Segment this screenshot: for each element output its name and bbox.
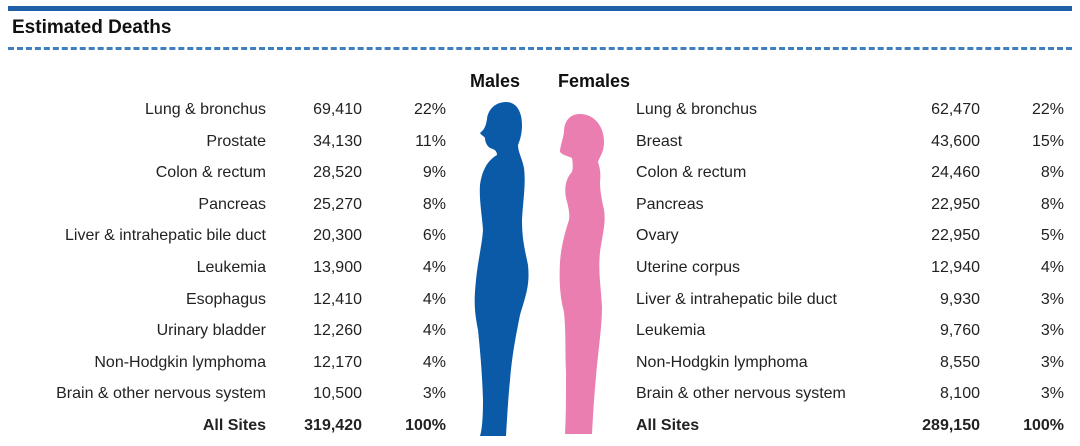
male-site-label: Urinary bladder bbox=[156, 322, 266, 340]
female-death-count: 9,930 bbox=[939, 290, 980, 308]
table-row: Pancreas 25,270 8% Pancreas 22,950 8% bbox=[0, 193, 1080, 217]
male-percent: 4% bbox=[422, 353, 446, 371]
female-site-label: Leukemia bbox=[636, 322, 706, 340]
female-percent: 22% bbox=[1031, 101, 1064, 118]
female-silhouette-icon bbox=[559, 114, 605, 434]
table-row: Colon & rectum 28,520 9% Colon & rectum 24,4… bbox=[0, 161, 1080, 185]
male-percent: 11% bbox=[415, 132, 446, 150]
female-death-count: 62,470 bbox=[931, 101, 980, 118]
female-site-label: Brain & other nervous system bbox=[636, 385, 846, 403]
male-death-count: 25,270 bbox=[313, 195, 362, 213]
male-death-count: 13,900 bbox=[313, 259, 362, 276]
female-site-label: All Sites bbox=[636, 417, 700, 434]
male-site-label: All Sites bbox=[202, 417, 266, 434]
male-site-label: Lung & bronchus bbox=[145, 101, 266, 118]
male-site-label: Brain & other nervous system bbox=[56, 385, 266, 403]
female-site-label: Non-Hodgkin lymphoma bbox=[636, 353, 808, 371]
males-header: Males bbox=[470, 71, 521, 91]
female-death-count: 22,950 bbox=[931, 195, 980, 213]
male-site-label: Liver & intrahepatic bile duct bbox=[65, 227, 266, 245]
female-percent: 4% bbox=[1040, 259, 1064, 276]
male-site-label: Esophagus bbox=[185, 290, 266, 308]
female-death-count: 12,940 bbox=[931, 259, 980, 276]
total-row: All Sites 319,420 100% All Sites 289,150 100% bbox=[0, 414, 1080, 438]
male-percent: 9% bbox=[422, 164, 446, 182]
female-site-label: Breast bbox=[636, 132, 683, 150]
male-site-label: Pancreas bbox=[198, 195, 266, 213]
male-death-count: 10,500 bbox=[313, 385, 362, 403]
female-site-label: Lung & bronchus bbox=[636, 101, 757, 118]
female-death-count: 22,950 bbox=[931, 227, 980, 245]
page-title: Estimated Deaths bbox=[12, 17, 172, 38]
female-site-label: Pancreas bbox=[636, 195, 704, 213]
male-percent: 22% bbox=[413, 101, 446, 118]
male-site-label: Leukemia bbox=[196, 259, 266, 276]
male-percent: 100% bbox=[405, 417, 446, 434]
male-death-count: 12,410 bbox=[313, 290, 362, 308]
female-percent: 8% bbox=[1040, 164, 1064, 182]
male-percent: 4% bbox=[422, 322, 446, 340]
male-percent: 6% bbox=[422, 227, 446, 245]
male-percent: 8% bbox=[422, 195, 446, 213]
male-death-count: 20,300 bbox=[313, 227, 362, 245]
male-site-label: Non-Hodgkin lymphoma bbox=[94, 353, 266, 371]
table-row: Prostate 34,130 11% Breast 43,600 15% bbox=[0, 130, 1080, 154]
female-percent: 3% bbox=[1040, 290, 1064, 308]
dashed-divider bbox=[8, 47, 1072, 50]
table-row: Non-Hodgkin lymphoma 12,170 4% Non-Hodgkin … bbox=[0, 351, 1080, 375]
female-percent: 3% bbox=[1040, 385, 1064, 403]
table-row: Brain & other nervous system 10,500 3% Brai… bbox=[0, 382, 1080, 406]
female-site-label: Ovary bbox=[636, 227, 679, 245]
table-row: Esophagus 12,410 4% Liver & intrahepatic bi… bbox=[0, 288, 1080, 312]
male-death-count: 319,420 bbox=[304, 417, 362, 434]
female-death-count: 8,100 bbox=[939, 385, 980, 403]
female-death-count: 9,760 bbox=[939, 322, 980, 340]
table-row: Lung & bronchus 69,410 22% Lung & bronchus 6… bbox=[0, 98, 1080, 122]
male-silhouette-icon bbox=[474, 102, 529, 436]
male-death-count: 69,410 bbox=[313, 101, 362, 118]
male-percent: 4% bbox=[422, 290, 446, 308]
table-row: Urinary bladder 12,260 4% Leukemia 9,760 3% bbox=[0, 319, 1080, 343]
female-death-count: 289,150 bbox=[922, 417, 980, 434]
female-percent: 8% bbox=[1040, 195, 1064, 213]
male-site-label: Colon & rectum bbox=[155, 164, 266, 182]
female-percent: 15% bbox=[1031, 132, 1064, 150]
table-row: Liver & intrahepatic bile duct 20,300 6% Ov… bbox=[0, 224, 1080, 248]
male-percent: 4% bbox=[422, 259, 446, 276]
female-percent: 100% bbox=[1023, 417, 1064, 434]
female-percent: 3% bbox=[1040, 322, 1064, 340]
female-site-label: Colon & rectum bbox=[636, 164, 747, 182]
female-death-count: 8,550 bbox=[939, 353, 980, 371]
male-site-label: Prostate bbox=[206, 132, 266, 150]
female-death-count: 24,460 bbox=[931, 164, 980, 182]
table-row: Leukemia 13,900 4% Uterine corpus 12,940 4% bbox=[0, 256, 1080, 280]
male-death-count: 34,130 bbox=[313, 132, 362, 150]
female-death-count: 43,600 bbox=[931, 132, 980, 150]
male-death-count: 12,260 bbox=[313, 322, 362, 340]
top-rule bbox=[8, 6, 1072, 11]
female-site-label: Uterine corpus bbox=[636, 259, 741, 276]
female-percent: 5% bbox=[1040, 227, 1064, 245]
female-percent: 3% bbox=[1040, 353, 1064, 371]
male-death-count: 12,170 bbox=[313, 353, 362, 371]
male-percent: 3% bbox=[422, 385, 446, 403]
females-header: Females bbox=[558, 71, 631, 91]
female-site-label: Liver & intrahepatic bile duct bbox=[636, 290, 837, 308]
male-death-count: 28,520 bbox=[313, 164, 362, 182]
